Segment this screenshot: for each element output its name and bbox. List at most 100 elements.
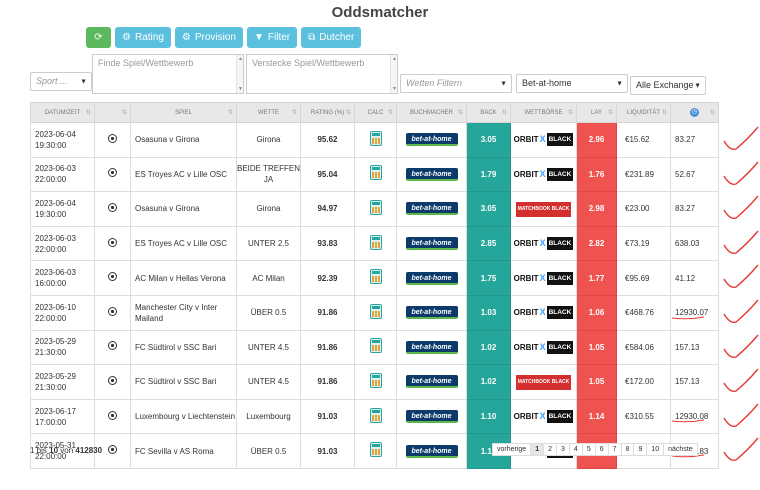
page-button[interactable]: 1 (530, 443, 545, 456)
lay-odds-cell[interactable]: 1.77 (576, 260, 617, 296)
back-odds-cell[interactable]: 3.05 (466, 122, 511, 158)
bet-at-home-logo[interactable]: bet-at-home (405, 340, 458, 354)
calc-cell[interactable] (354, 398, 397, 435)
lay-odds-cell[interactable]: 1.14 (576, 398, 617, 435)
provision-button[interactable]: ⚙ Provision (174, 27, 243, 48)
header-liquidity[interactable]: LIQUIDITÄT ⇅ (616, 102, 671, 123)
lay-odds-cell[interactable]: 1.06 (576, 294, 617, 331)
scrollbar[interactable] (390, 55, 397, 93)
header-bet[interactable]: WETTE ⇅ (236, 102, 301, 123)
bookmaker-select[interactable]: Bet-at-home ▼ (516, 74, 628, 93)
next-page-button[interactable]: nächste (663, 443, 698, 456)
bookmaker-cell[interactable]: bet-at-home (396, 294, 467, 331)
header-exchange[interactable]: WETTBÖRSE ⇅ (510, 102, 577, 123)
prev-page-button[interactable]: vorherige (492, 443, 532, 456)
bookmaker-cell[interactable]: bet-at-home (396, 122, 467, 158)
bet-at-home-logo[interactable]: bet-at-home (405, 306, 458, 320)
header-lay[interactable]: LAY ⇅ (576, 102, 617, 123)
bookmaker-cell[interactable]: bet-at-home (396, 433, 467, 469)
bet-at-home-logo[interactable]: bet-at-home (405, 167, 458, 181)
page-button[interactable]: 6 (594, 443, 609, 456)
lay-odds-cell[interactable]: 1.05 (576, 364, 617, 400)
calc-cell[interactable] (354, 156, 397, 193)
bookmaker-cell[interactable]: bet-at-home (396, 364, 467, 400)
filter-button[interactable]: ▼ Filter (246, 27, 298, 48)
bet-at-home-logo[interactable]: bet-at-home (405, 271, 458, 285)
calc-cell[interactable] (354, 364, 397, 400)
lay-odds-cell[interactable]: 1.76 (576, 156, 617, 193)
bookmaker-cell[interactable]: bet-at-home (396, 398, 467, 435)
header-rating[interactable]: RATING (%) ⇅ (300, 102, 355, 123)
calc-cell[interactable] (354, 294, 397, 331)
lay-odds-cell[interactable]: 2.96 (576, 122, 617, 158)
page-button[interactable]: 5 (581, 443, 596, 456)
calc-cell[interactable] (354, 329, 397, 366)
hide-match-input[interactable]: Verstecke Spiel/Wettbewerb (246, 54, 398, 94)
calculator-icon[interactable] (369, 407, 382, 423)
bet-at-home-logo[interactable]: bet-at-home (405, 375, 458, 389)
bet-at-home-logo[interactable]: bet-at-home (405, 237, 458, 251)
bookmaker-cell[interactable]: bet-at-home (396, 225, 467, 262)
calc-cell[interactable] (354, 260, 397, 296)
header-bookmaker[interactable]: BUCHMACHER ⇅ (396, 102, 467, 123)
header-match[interactable]: SPIEL ⇅ (130, 102, 237, 123)
page-button[interactable]: 8 (620, 443, 635, 456)
refresh-button[interactable]: ⟳ (86, 27, 111, 48)
find-match-input[interactable]: Finde Spiel/Wettbewerb (92, 54, 244, 94)
exchange-select[interactable]: Alle Exchange ▼ (630, 76, 706, 95)
bets-filter-select[interactable]: Wetten Filtern ▼ (400, 74, 512, 93)
calculator-icon[interactable] (369, 372, 382, 388)
page-button[interactable]: 9 (633, 443, 648, 456)
calculator-icon[interactable] (369, 165, 382, 181)
bet-at-home-logo[interactable]: bet-at-home (405, 444, 458, 458)
header-calc[interactable]: CALC ⇅ (354, 102, 397, 123)
scrollbar[interactable] (236, 55, 243, 93)
back-odds-cell[interactable]: 1.03 (466, 294, 511, 331)
calculator-icon[interactable] (369, 269, 382, 285)
exchange-cell[interactable]: MATCHBOOK BLACK (510, 364, 577, 400)
rating-button[interactable]: ⚙ Rating (115, 27, 171, 48)
calculator-icon[interactable] (369, 442, 382, 458)
calculator-icon[interactable] (369, 234, 382, 250)
page-button[interactable]: 4 (568, 443, 583, 456)
lay-odds-cell[interactable]: 1.05 (576, 329, 617, 366)
sport-select[interactable]: Sport ... ▼ (30, 72, 92, 91)
bookmaker-cell[interactable]: bet-at-home (396, 191, 467, 227)
bookmaker-cell[interactable]: bet-at-home (396, 329, 467, 366)
calc-cell[interactable] (354, 191, 397, 227)
calculator-icon[interactable] (369, 130, 382, 146)
dutcher-button[interactable]: ⧉ Dutcher (301, 27, 362, 48)
back-odds-cell[interactable]: 1.02 (466, 329, 511, 366)
calculator-icon[interactable] (369, 303, 382, 319)
bet-at-home-logo[interactable]: bet-at-home (405, 202, 458, 216)
exchange-cell[interactable]: MATCHBOOK BLACK (510, 191, 577, 227)
page-button[interactable]: 2 (543, 443, 557, 456)
lay-odds-cell[interactable]: 2.82 (576, 225, 617, 262)
bookmaker-cell[interactable]: bet-at-home (396, 156, 467, 193)
back-odds-cell[interactable]: 1.75 (466, 260, 511, 296)
calc-cell[interactable] (354, 122, 397, 158)
back-odds-cell[interactable]: 3.05 (466, 191, 511, 227)
calculator-icon[interactable] (369, 199, 382, 215)
bookmaker-cell[interactable]: bet-at-home (396, 260, 467, 296)
calculator-icon[interactable] (369, 338, 382, 354)
back-odds-cell[interactable]: 2.85 (466, 225, 511, 262)
header-date[interactable]: DATUM/ZEIT ⇅ (30, 102, 95, 123)
bet-at-home-logo[interactable]: bet-at-home (405, 133, 458, 147)
page-button[interactable]: 7 (607, 443, 622, 456)
calc-cell[interactable] (354, 225, 397, 262)
header-sport[interactable]: ⇅ (94, 102, 131, 123)
page-button[interactable]: 3 (556, 443, 570, 456)
calc-cell[interactable] (354, 433, 397, 469)
back-odds-cell[interactable]: 1.02 (466, 364, 511, 400)
header-clock[interactable]: ◷ ⇅ (670, 102, 719, 123)
page-button[interactable]: 10 (646, 443, 665, 456)
header-back[interactable]: BACK ⇅ (466, 102, 511, 123)
back-odds-cell[interactable]: 1.79 (466, 156, 511, 193)
